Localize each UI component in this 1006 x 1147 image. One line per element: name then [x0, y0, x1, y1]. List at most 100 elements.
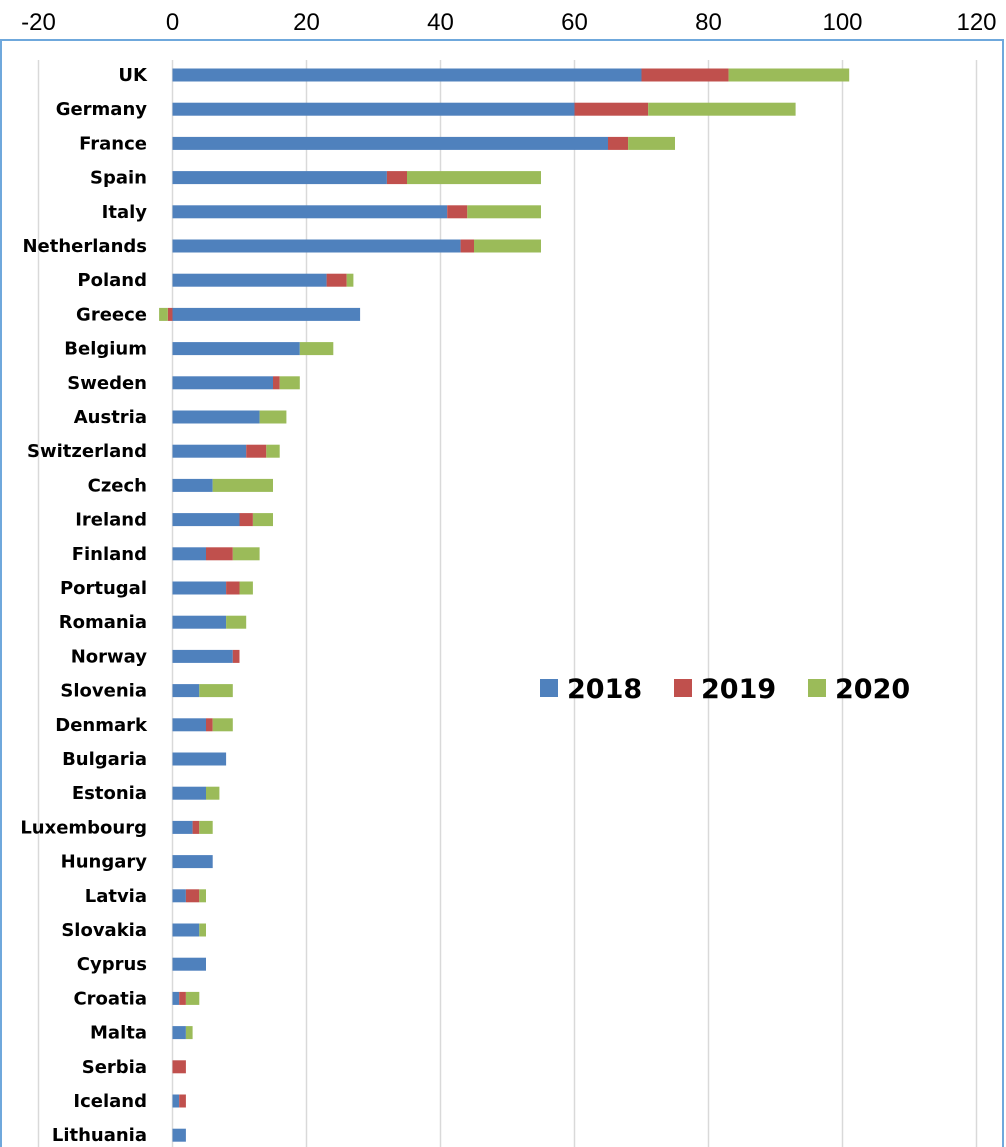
bar-segment: [273, 376, 280, 390]
bar-segment: [206, 718, 213, 732]
bar-segment: [206, 547, 233, 561]
bar-segment: [172, 684, 200, 698]
category-label: Spain: [90, 168, 147, 189]
bar-segment: [172, 444, 247, 458]
category-label: Ireland: [75, 510, 147, 531]
legend-label: 2020: [835, 674, 910, 705]
category-label: Germany: [56, 99, 148, 120]
category-label: Estonia: [72, 783, 147, 804]
bar-segment: [239, 581, 253, 595]
bar-segment: [172, 855, 213, 869]
x-tick-label: 60: [561, 9, 588, 36]
x-tick-label: 20: [293, 9, 320, 36]
bar-segment: [172, 1094, 180, 1108]
bar-segment: [407, 171, 541, 185]
bar-segment: [172, 1026, 186, 1040]
x-tick-label: 0: [166, 9, 179, 36]
bar-segment: [252, 513, 273, 527]
bar-segment: [172, 478, 213, 492]
bar-segment: [299, 342, 334, 356]
bar-segment: [728, 68, 850, 82]
bar-segment: [172, 205, 448, 219]
bar-segment: [212, 478, 273, 492]
bar-segment: [172, 718, 206, 732]
category-label: Cyprus: [77, 954, 147, 975]
category-label: Romania: [59, 612, 147, 633]
bar-segment: [172, 991, 180, 1005]
category-label: UK: [118, 65, 148, 86]
bar-segment: [179, 1094, 186, 1108]
category-label: Hungary: [61, 852, 148, 873]
category-label: Lithuania: [52, 1125, 147, 1146]
category-label: Portugal: [60, 578, 147, 599]
bar-segment: [172, 171, 387, 185]
bar-segment: [172, 889, 186, 903]
bar-segment: [386, 171, 407, 185]
bar-segment: [246, 444, 267, 458]
category-label: Bulgaria: [62, 749, 147, 770]
bar-segment: [179, 991, 186, 1005]
x-axis-ticks: -20 0 20 40 60 80 100 120: [21, 9, 996, 36]
bar-segment: [232, 547, 260, 561]
bar-segment: [172, 752, 227, 766]
bar-segment: [199, 923, 206, 937]
bar-segment: [206, 786, 220, 800]
category-label: Italy: [102, 202, 148, 223]
legend-label: 2018: [567, 674, 642, 705]
bar-segment: [172, 102, 575, 116]
bar-segment: [172, 923, 200, 937]
legend-swatch: [540, 679, 558, 697]
bar-segment: [239, 513, 253, 527]
bar-segment: [159, 307, 168, 321]
bar-segment: [608, 136, 629, 150]
bar-segment: [172, 239, 461, 253]
category-label: Iceland: [73, 1091, 147, 1112]
bar-segment: [172, 68, 642, 82]
bar-segment: [172, 136, 608, 150]
bar-segment: [172, 649, 233, 663]
bar-segment: [172, 786, 206, 800]
category-label: France: [79, 133, 147, 154]
bar-segment: [226, 581, 240, 595]
bars: [159, 68, 850, 1142]
bar-segment: [172, 820, 193, 834]
category-label: Norway: [71, 646, 148, 667]
bar-segment: [199, 684, 233, 698]
category-label: Switzerland: [27, 441, 147, 462]
bar-segment: [628, 136, 675, 150]
category-label: Croatia: [73, 988, 147, 1009]
category-label: Slovakia: [61, 920, 147, 941]
x-tick-label: 80: [695, 9, 722, 36]
category-label: Austria: [74, 407, 147, 428]
bar-segment: [172, 410, 260, 424]
category-label: Malta: [90, 1023, 147, 1044]
bar-segment: [326, 273, 347, 287]
category-label: Denmark: [55, 715, 148, 736]
bar-segment: [574, 102, 649, 116]
legend-label: 2019: [701, 674, 776, 705]
x-tick-label: 100: [822, 9, 862, 36]
category-label: Luxembourg: [20, 817, 147, 838]
category-label: Serbia: [82, 1057, 147, 1078]
category-label: Poland: [77, 270, 147, 291]
bar-segment: [172, 307, 361, 321]
legend: 2018 2019 2020: [540, 674, 910, 705]
bar-segment: [167, 307, 173, 321]
bar-segment: [172, 581, 227, 595]
category-label: Latvia: [85, 886, 147, 907]
legend-swatch: [808, 679, 826, 697]
bar-segment: [346, 273, 354, 287]
bar-segment: [474, 239, 541, 253]
bar-segment: [467, 205, 541, 219]
category-label: Sweden: [67, 373, 147, 394]
bar-segment: [172, 957, 206, 971]
bar-segment: [172, 273, 327, 287]
x-tick-label: -20: [21, 9, 56, 36]
bar-segment: [641, 68, 729, 82]
legend-swatch: [674, 679, 692, 697]
bar-segment: [226, 615, 247, 629]
bar-segment: [172, 342, 300, 356]
x-tick-label: 120: [956, 9, 996, 36]
bar-segment: [279, 376, 300, 390]
bar-segment: [648, 102, 796, 116]
